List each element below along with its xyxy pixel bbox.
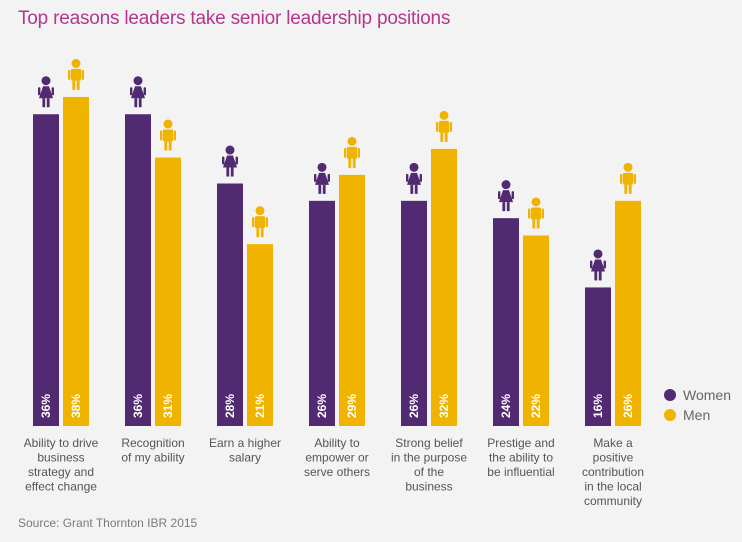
bar-women-4 [309, 200, 335, 426]
male-figure-icon [620, 162, 636, 194]
female-figure-icon [222, 145, 238, 177]
data-label-women-5: 26% [407, 394, 421, 418]
category-label-1: Ability to drive business strategy and effe… [24, 436, 99, 494]
bar-women-2 [125, 114, 151, 427]
legend-swatch-women [664, 389, 676, 401]
source-note: Source: Grant Thornton IBR 2015 [18, 516, 198, 530]
data-label-women-2: 36% [131, 394, 145, 418]
male-figure-icon [344, 136, 360, 168]
female-figure-icon [314, 162, 330, 194]
data-label-men-3: 21% [253, 394, 267, 418]
data-label-women-7: 16% [591, 394, 605, 418]
male-figure-icon [436, 110, 452, 142]
female-figure-icon [38, 76, 54, 108]
data-label-men-5: 32% [437, 394, 451, 418]
bar-men-5 [431, 148, 457, 426]
category-label-7: Make a positive contribution in the local co… [582, 436, 644, 508]
bar-men-6 [523, 235, 549, 426]
category-label-3: Earn a higher salary [209, 436, 281, 465]
category-label-4: Ability to empower or serve others [304, 436, 370, 479]
legend-item-women: Women [664, 386, 731, 404]
legend: Women Men [664, 386, 731, 426]
female-figure-icon [130, 76, 146, 108]
bar-men-1 [63, 96, 89, 427]
chart-title: Top reasons leaders take senior leadersh… [18, 8, 451, 29]
category-label-2: Recognition of my ability [121, 436, 184, 465]
data-label-men-1: 38% [69, 394, 83, 418]
category-label-6: Prestige and the ability to be influential [487, 436, 554, 479]
bar-women-3 [217, 183, 243, 426]
data-label-men-2: 31% [161, 394, 175, 418]
female-figure-icon [590, 249, 606, 281]
bar-men-2 [155, 157, 181, 427]
data-label-men-7: 26% [621, 394, 635, 418]
bar-men-4 [339, 174, 365, 426]
legend-item-men: Men [664, 406, 731, 424]
bar-men-7 [615, 200, 641, 426]
legend-label-men: Men [683, 407, 711, 423]
legend-swatch-men [664, 409, 676, 421]
data-label-women-1: 36% [39, 394, 53, 418]
bar-women-5 [401, 200, 427, 426]
bar-men-3 [247, 244, 273, 426]
male-figure-icon [68, 58, 84, 90]
data-label-women-3: 28% [223, 394, 237, 418]
legend-label-women: Women [683, 387, 731, 403]
bar-women-6 [493, 218, 519, 426]
male-figure-icon [528, 197, 544, 229]
data-label-men-6: 22% [529, 394, 543, 418]
data-label-men-4: 29% [345, 394, 359, 418]
male-figure-icon [160, 119, 176, 151]
male-figure-icon [252, 206, 268, 238]
data-label-women-6: 24% [499, 394, 513, 418]
data-label-women-4: 26% [315, 394, 329, 418]
female-figure-icon [498, 180, 514, 212]
bar-women-7 [585, 287, 611, 426]
bar-women-1 [33, 114, 59, 427]
female-figure-icon [406, 162, 422, 194]
category-label-5: Strong belief in the purpose of the busines… [391, 436, 467, 494]
